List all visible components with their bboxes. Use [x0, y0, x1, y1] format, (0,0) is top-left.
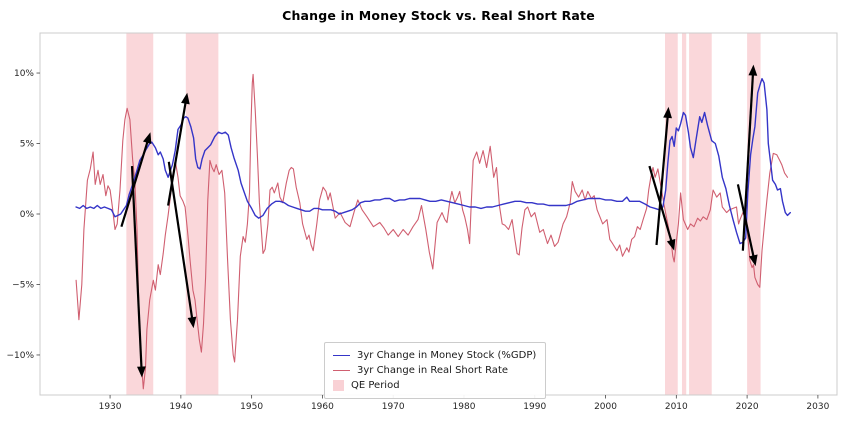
- annotation-arrow-shaft: [167, 161, 194, 320]
- annotation-arrowhead: [663, 106, 672, 119]
- annotation-arrow-shaft: [741, 73, 755, 251]
- legend-label-real-rate: 3yr Change in Real Short Rate: [357, 365, 509, 376]
- legend-item-real-rate: 3yr Change in Real Short Rate: [333, 363, 536, 378]
- money-stock-line-swatch: [333, 355, 350, 356]
- y-tick-label: 0%: [20, 210, 35, 220]
- real-rate-line-swatch: [333, 370, 350, 371]
- qe-period-patch-swatch: [333, 380, 344, 391]
- qe-period-band: [665, 33, 678, 395]
- annotation-arrow-shaft: [648, 165, 673, 243]
- qe-period-band: [747, 33, 761, 395]
- y-tick-label: 5%: [20, 140, 35, 150]
- x-tick-label: 1970: [382, 402, 405, 412]
- x-tick-label: 1990: [523, 402, 546, 412]
- legend-item-money-stock: 3yr Change in Money Stock (%GDP): [333, 348, 536, 363]
- annotation-arrow-shaft: [130, 166, 143, 369]
- legend-label-money-stock: 3yr Change in Money Stock (%GDP): [357, 350, 537, 361]
- annotation-arrowhead: [748, 254, 758, 267]
- y-tick-label: 10%: [14, 69, 34, 79]
- qe-period-band: [689, 33, 712, 395]
- x-tick-label: 1950: [240, 402, 263, 412]
- annotation-arrowhead: [666, 238, 676, 251]
- legend-label-qe-period: QE Period: [351, 380, 400, 391]
- annotation-arrowhead: [181, 92, 190, 105]
- chart-title: Change in Money Stock vs. Real Short Rat…: [282, 8, 595, 23]
- y-tick-label: −10%: [6, 351, 34, 361]
- legend: 3yr Change in Money Stock (%GDP) 3yr Cha…: [324, 342, 547, 399]
- x-tick-label: 1980: [453, 402, 476, 412]
- qe-period-band: [185, 33, 219, 395]
- money-stock-line: [75, 78, 791, 245]
- qe-period-band: [681, 33, 687, 395]
- annotation-arrow-shaft: [655, 115, 669, 246]
- annotation-arrowhead: [142, 132, 152, 145]
- x-tick-label: 1940: [169, 402, 192, 412]
- annotation-arrow-shaft: [736, 184, 755, 258]
- x-tick-label: 1960: [311, 402, 334, 412]
- annotation-arrow-shaft: [120, 140, 149, 228]
- x-tick-label: 2030: [806, 402, 829, 412]
- annotation-arrowhead: [137, 366, 146, 378]
- x-tick-label: 1930: [99, 402, 122, 412]
- x-tick-label: 2000: [594, 402, 617, 412]
- plot-frame: [39, 32, 838, 396]
- annotation-arrowhead: [187, 316, 197, 329]
- x-tick-label: 2020: [736, 402, 759, 412]
- legend-item-qe-period: QE Period: [333, 378, 536, 393]
- annotation-arrowhead: [748, 64, 758, 76]
- x-tick-label: 2010: [665, 402, 688, 412]
- annotation-arrow-shaft: [167, 101, 187, 206]
- y-tick-label: −5%: [12, 280, 34, 290]
- real-short-rate-line: [75, 73, 789, 390]
